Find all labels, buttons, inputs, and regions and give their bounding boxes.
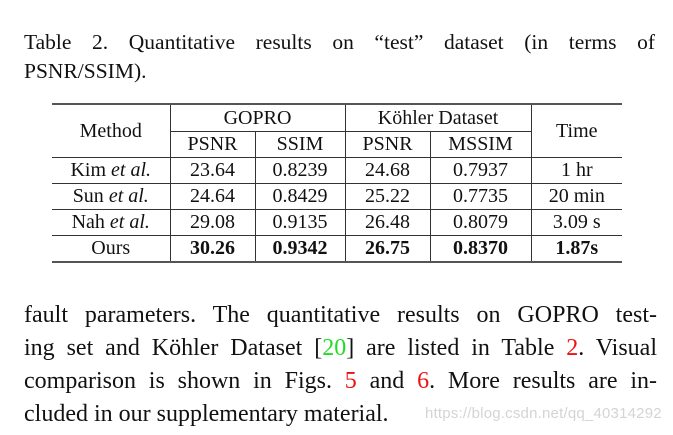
header-gopro-ssim: SSIM (254, 131, 346, 158)
figure-ref-link-6[interactable]: 6 (417, 368, 430, 394)
header-kohler-psnr: PSNR (344, 131, 431, 158)
cell-gopro-psnr: 23.64 (169, 157, 256, 184)
cell-time: 3.09 s (530, 209, 623, 236)
cell-gopro-psnr: 24.64 (169, 183, 256, 210)
cell-method: Kim et al. (52, 157, 171, 184)
cell-kohler-mssim: 0.7735 (429, 183, 532, 210)
table-row: Nah et al. 29.08 0.9135 26.48 0.8079 3.0… (52, 209, 623, 236)
cell-method: Nah et al. (52, 209, 171, 236)
cell-kohler-mssim: 0.8370 (429, 235, 532, 263)
table-row: Sun et al. 24.64 0.8429 25.22 0.7735 20 … (52, 183, 623, 210)
cell-gopro-ssim: 0.9135 (254, 209, 346, 236)
cell-gopro-ssim: 0.8239 (254, 157, 346, 184)
table-subheader-row: PSNR SSIM PSNR MSSIM (52, 131, 622, 158)
cell-gopro-psnr: 29.08 (169, 209, 256, 236)
cell-kohler-psnr: 25.22 (344, 183, 431, 210)
header-kohler-mssim: MSSIM (429, 131, 532, 158)
cell-gopro-ssim: 0.9342 (254, 235, 346, 263)
caption-line-1: Table 2. Quantitative results on “test” … (24, 30, 655, 54)
cell-kohler-mssim: 0.7937 (429, 157, 532, 184)
header-time: Time (530, 103, 623, 158)
citation-link[interactable]: 20 (322, 335, 347, 361)
cell-time: 20 min (530, 183, 623, 210)
table-ref-link[interactable]: 2 (566, 335, 579, 361)
body-line-2: ing set and Köhler Dataset [20] are list… (24, 335, 657, 361)
figure-ref-link-5[interactable]: 5 (344, 368, 357, 394)
body-line-1: fault parameters. The quantitative resul… (24, 302, 657, 328)
cell-method: Sun et al. (52, 183, 171, 210)
header-gopro: GOPRO (169, 103, 346, 132)
cell-kohler-psnr: 26.75 (344, 235, 431, 263)
body-line-4: cluded in our supplementary material. (24, 401, 389, 427)
cell-kohler-psnr: 24.68 (344, 157, 431, 184)
cell-time: 1 hr (530, 157, 623, 184)
table-caption: Table 2. Quantitative results on “test” … (24, 28, 655, 86)
table-row: Kim et al. 23.64 0.8239 24.68 0.7937 1 h… (52, 157, 623, 184)
caption-line-2: PSNR/SSIM). (24, 59, 147, 83)
cell-method: Ours (52, 235, 171, 263)
header-method: Method (52, 103, 171, 158)
table-header-row: Method GOPRO Köhler Dataset Time (52, 103, 623, 158)
body-line-3: comparison is shown in Figs. 5 and 6. Mo… (24, 368, 658, 394)
body-paragraph: fault parameters. The quantitative resul… (24, 299, 657, 431)
cell-kohler-psnr: 26.48 (344, 209, 431, 236)
header-kohler: Köhler Dataset (344, 103, 532, 132)
cell-time: 1.87s (530, 235, 623, 263)
cell-gopro-psnr: 30.26 (169, 235, 256, 263)
header-gopro-psnr: PSNR (169, 131, 256, 158)
cell-gopro-ssim: 0.8429 (254, 183, 346, 210)
cell-kohler-mssim: 0.8079 (429, 209, 532, 236)
table-row-ours: Ours 30.26 0.9342 26.75 0.8370 1.87s (52, 235, 623, 263)
results-table: Method GOPRO Köhler Dataset Time PSNR SS… (52, 103, 623, 263)
watermark: https://blog.csdn.net/qq_40314292 (425, 405, 662, 422)
